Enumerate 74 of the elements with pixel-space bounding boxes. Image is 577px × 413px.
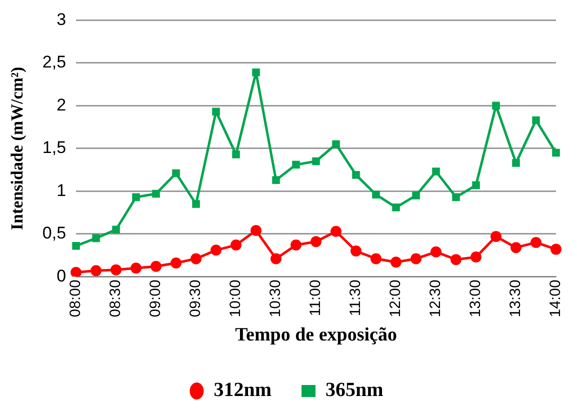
y-tick-label: 1 [56, 180, 66, 200]
point [292, 160, 300, 169]
point [550, 244, 562, 255]
point [492, 102, 500, 110]
point [290, 240, 302, 251]
x-tick-label: 13:00 [467, 280, 484, 318]
y-tick-label: 0,5 [42, 224, 66, 243]
point [470, 252, 482, 262]
y-axis-title: Intensidade (mW/cm²) [8, 66, 27, 230]
point [90, 265, 102, 276]
x-tick-label: 10:00 [227, 280, 244, 318]
point [150, 260, 162, 272]
y-tick-label: 0 [56, 266, 66, 286]
point [152, 190, 160, 198]
point [430, 246, 442, 258]
point [390, 256, 402, 268]
x-tick-label: 09:30 [187, 280, 204, 318]
point [272, 176, 280, 184]
point [330, 226, 342, 237]
point [232, 150, 240, 158]
point [112, 226, 120, 234]
point [490, 230, 502, 242]
point [170, 257, 182, 268]
point [110, 264, 122, 276]
point [372, 190, 380, 198]
x-tick-label: 08:30 [107, 280, 124, 318]
x-tick-label: 09:00 [147, 280, 164, 318]
point [210, 244, 222, 256]
point [370, 253, 382, 264]
point [250, 225, 262, 236]
point [412, 192, 420, 200]
point [130, 262, 142, 274]
point [512, 159, 520, 167]
point [310, 236, 322, 248]
x-tick-label: 10:30 [267, 280, 284, 318]
point [350, 246, 362, 257]
point [392, 204, 400, 212]
x-tick-label: 12:30 [427, 280, 444, 318]
point [230, 240, 242, 251]
y-tick-label: 1,5 [42, 138, 66, 158]
x-tick-label: 14:00 [547, 280, 564, 318]
legend-label: 365nm [326, 379, 384, 402]
point [172, 169, 180, 178]
y-tick-label: 2,5 [42, 52, 66, 72]
point [312, 157, 320, 166]
point [532, 116, 540, 124]
x-axis-title: Tempo de exposição [235, 324, 397, 346]
point [552, 148, 560, 157]
point [70, 266, 82, 277]
x-tick-label: 11:30 [347, 280, 364, 316]
point [190, 253, 202, 264]
x-tick-label: 08:00 [67, 280, 84, 318]
point [72, 242, 80, 250]
point [252, 68, 260, 76]
x-tick-label: 11:00 [307, 280, 324, 316]
point [510, 242, 522, 254]
point [432, 168, 440, 176]
point [212, 108, 220, 116]
point [332, 140, 340, 148]
point [92, 234, 100, 242]
point [410, 253, 422, 264]
point [192, 200, 200, 208]
point [472, 181, 480, 190]
point [132, 193, 140, 202]
x-tick-label: 12:00 [387, 280, 404, 318]
point [450, 254, 462, 266]
x-tick-label: 13:30 [507, 280, 524, 318]
y-tick-label: 2 [56, 95, 66, 114]
legend-label: 312nm [214, 379, 272, 402]
point [270, 253, 282, 264]
y-tick-label: 3 [56, 10, 66, 29]
point [352, 171, 360, 179]
point [452, 193, 460, 202]
point [530, 236, 542, 248]
